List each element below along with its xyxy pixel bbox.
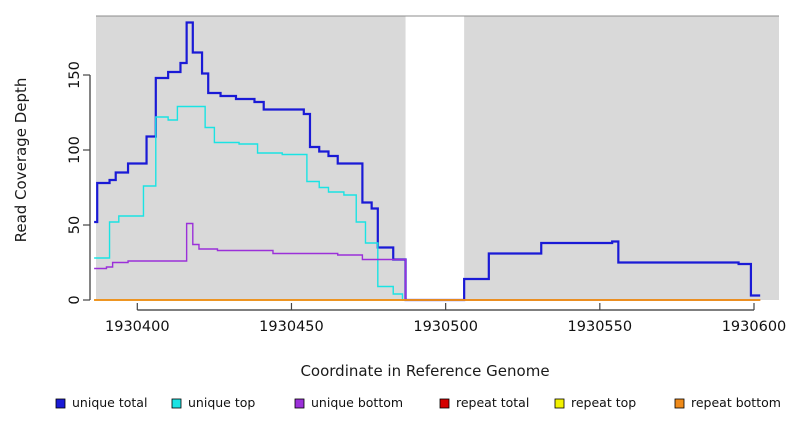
legend-item-unique-total[interactable]: unique total: [55, 395, 147, 410]
series-line-unique-total: [94, 21, 761, 302]
series-line-unique-top: [94, 105, 406, 301]
y-tick-label-100: 100: [67, 136, 83, 164]
y-tick-label-50: 50: [67, 216, 83, 234]
x-tick-label-1930600: 1930600: [722, 319, 787, 335]
panel-background-band-0: [96, 16, 406, 300]
panel-background-band-1: [464, 16, 779, 300]
legend-item-unique-bottom[interactable]: unique bottom: [294, 395, 403, 410]
legend-swatch-repeat-total: [439, 398, 450, 409]
series-line-unique-bottom: [94, 222, 761, 301]
legend-label-repeat-top: repeat top: [571, 395, 636, 410]
legend-label-unique-total: unique total: [72, 395, 147, 410]
y-tick-label-150: 150: [67, 61, 83, 89]
x-tick-label-1930400: 1930400: [105, 319, 170, 335]
legend-swatch-repeat-bottom: [674, 398, 685, 409]
legend: unique total unique top unique bottom repea…: [55, 395, 781, 410]
legend-item-repeat-top[interactable]: repeat top: [554, 395, 636, 410]
legend-item-repeat-bottom[interactable]: repeat bottom: [674, 395, 781, 410]
x-tick-label-1930550: 1930550: [568, 319, 633, 335]
legend-label-unique-top: unique top: [188, 395, 255, 410]
legend-label-unique-bottom: unique bottom: [311, 395, 403, 410]
plot-panel: [96, 15, 779, 300]
legend-label-repeat-total: repeat total: [456, 395, 529, 410]
legend-swatch-repeat-top: [554, 398, 565, 409]
tick-labels-group: 0 50 100 150 1930400 1930450 1930500 1930550 193…: [67, 61, 786, 335]
data-series-group: [94, 21, 761, 302]
legend-label-repeat-bottom: repeat bottom: [691, 395, 781, 410]
y-tick-label-0: 0: [67, 295, 83, 304]
y-axis-title: Read Coverage Depth: [12, 78, 30, 243]
axes-group: [83, 74, 755, 311]
x-axis-title: Coordinate in Reference Genome: [300, 362, 549, 380]
legend-swatch-unique-total: [55, 398, 66, 409]
x-tick-label-1930450: 1930450: [259, 319, 324, 335]
legend-item-unique-top[interactable]: unique top: [171, 395, 255, 410]
legend-item-repeat-total[interactable]: repeat total: [439, 395, 529, 410]
legend-swatch-unique-bottom: [294, 398, 305, 409]
x-tick-label-1930500: 1930500: [413, 319, 478, 335]
legend-swatch-unique-top: [171, 398, 182, 409]
